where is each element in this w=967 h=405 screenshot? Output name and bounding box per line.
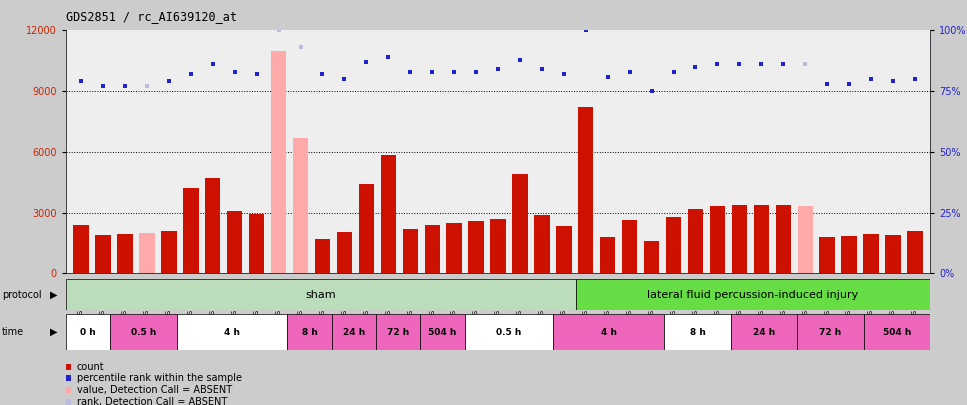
Text: 24 h: 24 h bbox=[753, 328, 776, 337]
Bar bbox=[622, 220, 637, 273]
Bar bbox=[271, 51, 286, 273]
Text: 504 h: 504 h bbox=[883, 328, 911, 337]
Bar bbox=[644, 241, 659, 273]
Text: rank, Detection Call = ABSENT: rank, Detection Call = ABSENT bbox=[76, 397, 227, 405]
Bar bbox=[183, 188, 198, 273]
Text: 504 h: 504 h bbox=[428, 328, 456, 337]
Text: 4 h: 4 h bbox=[224, 328, 240, 337]
Bar bbox=[732, 205, 747, 273]
Bar bbox=[177, 314, 287, 350]
Bar bbox=[490, 219, 506, 273]
Text: 0.5 h: 0.5 h bbox=[131, 328, 156, 337]
Bar bbox=[864, 234, 879, 273]
Bar bbox=[798, 206, 813, 273]
Text: protocol: protocol bbox=[2, 290, 42, 300]
Bar bbox=[66, 279, 575, 310]
Bar bbox=[776, 205, 791, 273]
Bar bbox=[117, 234, 132, 273]
Bar bbox=[73, 225, 89, 273]
Text: ▶: ▶ bbox=[50, 290, 58, 300]
Bar bbox=[249, 214, 264, 273]
Bar bbox=[359, 184, 374, 273]
Bar bbox=[556, 226, 571, 273]
Bar bbox=[731, 314, 797, 350]
Text: 24 h: 24 h bbox=[342, 328, 366, 337]
Bar bbox=[293, 138, 308, 273]
Text: lateral fluid percussion-induced injury: lateral fluid percussion-induced injury bbox=[647, 290, 859, 300]
Bar bbox=[753, 205, 769, 273]
Bar bbox=[797, 314, 864, 350]
Bar bbox=[421, 314, 465, 350]
Bar bbox=[447, 223, 462, 273]
Bar bbox=[161, 231, 177, 273]
Bar bbox=[227, 211, 243, 273]
Bar bbox=[907, 231, 923, 273]
Bar bbox=[96, 235, 111, 273]
Text: count: count bbox=[76, 362, 104, 372]
Bar bbox=[110, 314, 177, 350]
Text: time: time bbox=[2, 327, 24, 337]
Bar bbox=[468, 221, 484, 273]
Bar bbox=[534, 215, 549, 273]
Bar bbox=[315, 239, 330, 273]
Bar bbox=[513, 174, 528, 273]
Text: 8 h: 8 h bbox=[302, 328, 317, 337]
Text: 72 h: 72 h bbox=[819, 328, 841, 337]
Text: GDS2851 / rc_AI639120_at: GDS2851 / rc_AI639120_at bbox=[66, 10, 237, 23]
Bar bbox=[553, 314, 664, 350]
Bar bbox=[601, 237, 615, 273]
Bar bbox=[664, 314, 731, 350]
Bar bbox=[710, 206, 725, 273]
Bar bbox=[578, 107, 594, 273]
Text: 0.5 h: 0.5 h bbox=[496, 328, 522, 337]
Bar bbox=[139, 233, 155, 273]
Bar bbox=[337, 232, 352, 273]
Bar bbox=[864, 314, 930, 350]
Bar bbox=[666, 217, 681, 273]
Bar bbox=[885, 235, 900, 273]
Text: ▶: ▶ bbox=[50, 327, 58, 337]
Bar bbox=[205, 178, 220, 273]
Bar bbox=[381, 155, 396, 273]
Text: value, Detection Call = ABSENT: value, Detection Call = ABSENT bbox=[76, 385, 232, 395]
Bar bbox=[841, 236, 857, 273]
Text: 8 h: 8 h bbox=[689, 328, 706, 337]
Bar bbox=[287, 314, 332, 350]
Bar bbox=[465, 314, 553, 350]
Bar bbox=[66, 314, 110, 350]
Bar bbox=[402, 229, 418, 273]
Bar bbox=[688, 209, 703, 273]
Bar bbox=[575, 279, 930, 310]
Text: 72 h: 72 h bbox=[387, 328, 409, 337]
Text: sham: sham bbox=[306, 290, 336, 300]
Bar bbox=[332, 314, 376, 350]
Text: 0 h: 0 h bbox=[80, 328, 96, 337]
Text: percentile rank within the sample: percentile rank within the sample bbox=[76, 373, 242, 384]
Bar bbox=[425, 225, 440, 273]
Bar bbox=[819, 237, 835, 273]
Text: 4 h: 4 h bbox=[601, 328, 617, 337]
Bar bbox=[376, 314, 421, 350]
